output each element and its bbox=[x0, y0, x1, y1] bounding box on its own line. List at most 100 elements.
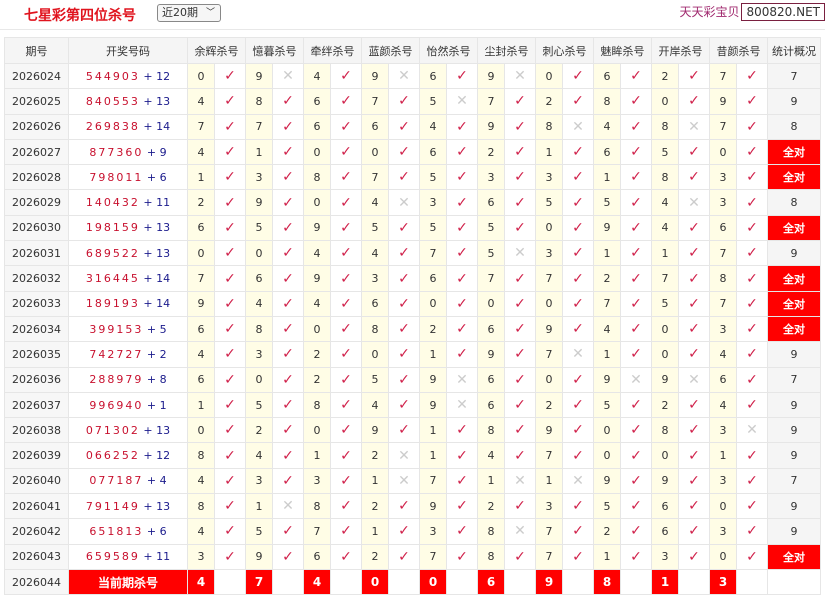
issue-cell: 2026028 bbox=[4, 164, 69, 191]
brand[interactable]: 天天彩宝贝 800820.NET bbox=[679, 3, 825, 21]
kill-number: 0 bbox=[535, 366, 563, 393]
column-header: 憶暮杀号 bbox=[245, 37, 304, 64]
kill-number: 9 bbox=[419, 391, 447, 419]
check-icon: ✓ bbox=[620, 442, 652, 469]
kill-number: 2 bbox=[303, 341, 331, 368]
stat-cell: 9 bbox=[767, 518, 821, 545]
kill-number: 1 bbox=[419, 442, 447, 469]
kill-number: 3 bbox=[303, 467, 331, 495]
empty-cell bbox=[446, 568, 478, 596]
draw-cell: 140432 + 11 bbox=[68, 189, 188, 216]
kill-number: 5 bbox=[477, 240, 505, 267]
kill-number: 5 bbox=[593, 391, 621, 419]
kill-number: 1 bbox=[419, 341, 447, 368]
kill-number: 6 bbox=[477, 189, 505, 216]
check-icon: ✓ bbox=[736, 543, 768, 570]
kill-number: 6 bbox=[419, 265, 447, 292]
kill-number: 4 bbox=[303, 240, 331, 267]
kill-number: 1 bbox=[361, 518, 389, 545]
check-icon: ✓ bbox=[330, 543, 362, 570]
kill-number: 6 bbox=[361, 113, 389, 140]
check-icon: ✓ bbox=[446, 265, 478, 292]
check-icon: ✓ bbox=[620, 493, 652, 520]
cross-icon: ✕ bbox=[272, 493, 304, 520]
draw-cell: 288979 + 8 bbox=[68, 366, 188, 393]
plus-sign: + bbox=[139, 423, 157, 437]
check-icon: ✓ bbox=[620, 290, 652, 317]
check-icon: ✓ bbox=[214, 164, 246, 191]
check-icon: ✓ bbox=[272, 240, 304, 267]
period-select[interactable]: 近20期 ﹀ bbox=[157, 4, 221, 22]
check-icon: ✓ bbox=[272, 442, 304, 469]
check-icon: ✓ bbox=[678, 518, 710, 545]
check-icon: ✓ bbox=[562, 265, 594, 292]
cross-icon: ✕ bbox=[272, 62, 304, 90]
kill-number: 3 bbox=[651, 543, 679, 570]
kill-number: 0 bbox=[187, 240, 215, 267]
extra-number: 13 bbox=[156, 246, 171, 260]
check-icon: ✓ bbox=[272, 467, 304, 495]
draw-cell: 996940 + 1 bbox=[68, 391, 188, 419]
check-icon: ✓ bbox=[736, 113, 768, 140]
kill-number: 5 bbox=[651, 138, 679, 166]
issue-cell: 2026042 bbox=[4, 518, 69, 545]
kill-number: 0 bbox=[535, 214, 563, 242]
draw-cell: 689522 + 13 bbox=[68, 240, 188, 267]
cross-icon: ✕ bbox=[678, 113, 710, 140]
extra-number: 1 bbox=[159, 398, 167, 412]
draw-number: 742727 bbox=[89, 347, 144, 361]
check-icon: ✓ bbox=[214, 543, 246, 570]
current-kill-number: 4 bbox=[303, 568, 331, 596]
check-icon: ✓ bbox=[620, 88, 652, 115]
kill-number: 6 bbox=[303, 543, 331, 570]
kill-number: 2 bbox=[593, 265, 621, 292]
check-icon: ✓ bbox=[620, 391, 652, 419]
check-icon: ✓ bbox=[388, 366, 420, 393]
kill-number: 4 bbox=[303, 290, 331, 317]
check-icon: ✓ bbox=[214, 442, 246, 469]
kill-number: 9 bbox=[419, 493, 447, 520]
check-icon: ✓ bbox=[388, 315, 420, 343]
brand-name: 天天彩宝贝 bbox=[679, 5, 740, 19]
kill-number: 5 bbox=[593, 493, 621, 520]
draw-number: 071302 bbox=[85, 423, 140, 437]
draw-cell: 791149 + 13 bbox=[68, 493, 188, 520]
current-kill-number: 6 bbox=[477, 568, 505, 596]
issue-cell: 2026024 bbox=[4, 62, 69, 90]
check-icon: ✓ bbox=[446, 493, 478, 520]
check-icon: ✓ bbox=[620, 138, 652, 166]
kill-number: 0 bbox=[303, 189, 331, 216]
check-icon: ✓ bbox=[678, 240, 710, 267]
check-icon: ✓ bbox=[736, 467, 768, 495]
cross-icon: ✕ bbox=[388, 467, 420, 495]
check-icon: ✓ bbox=[678, 265, 710, 292]
check-icon: ✓ bbox=[562, 442, 594, 469]
kill-number-table: 期号 开奖号码 余辉杀号 憶暮杀号 牵绊杀号 蓝颜杀号 怡然杀号 尘封杀号 刺心杀号 魅眸杀号 开岸… bbox=[4, 37, 821, 596]
stat-cell: 全对 bbox=[767, 164, 821, 191]
draw-cell: 077187 + 4 bbox=[68, 467, 188, 495]
draw-cell: 269838 + 14 bbox=[68, 113, 188, 140]
kill-number: 9 bbox=[477, 341, 505, 368]
check-icon: ✓ bbox=[388, 265, 420, 292]
kill-number: 7 bbox=[535, 341, 563, 368]
empty-cell bbox=[330, 568, 362, 596]
check-icon: ✓ bbox=[214, 113, 246, 140]
plus-sign: + bbox=[139, 69, 157, 83]
check-icon: ✓ bbox=[214, 518, 246, 545]
kill-number: 8 bbox=[187, 493, 215, 520]
stat-cell: 9 bbox=[767, 391, 821, 419]
draw-number: 066252 bbox=[85, 449, 140, 463]
check-icon: ✓ bbox=[214, 265, 246, 292]
kill-number: 6 bbox=[593, 62, 621, 90]
check-icon: ✓ bbox=[272, 265, 304, 292]
kill-number: 3 bbox=[245, 341, 273, 368]
check-icon: ✓ bbox=[736, 442, 768, 469]
check-icon: ✓ bbox=[562, 315, 594, 343]
kill-number: 1 bbox=[593, 240, 621, 267]
kill-number: 7 bbox=[361, 88, 389, 115]
kill-number: 4 bbox=[187, 88, 215, 115]
issue-cell: 2026033 bbox=[4, 290, 69, 317]
site-link[interactable]: 800820.NET bbox=[741, 3, 825, 21]
plus-sign: + bbox=[139, 272, 157, 286]
kill-number: 7 bbox=[535, 265, 563, 292]
